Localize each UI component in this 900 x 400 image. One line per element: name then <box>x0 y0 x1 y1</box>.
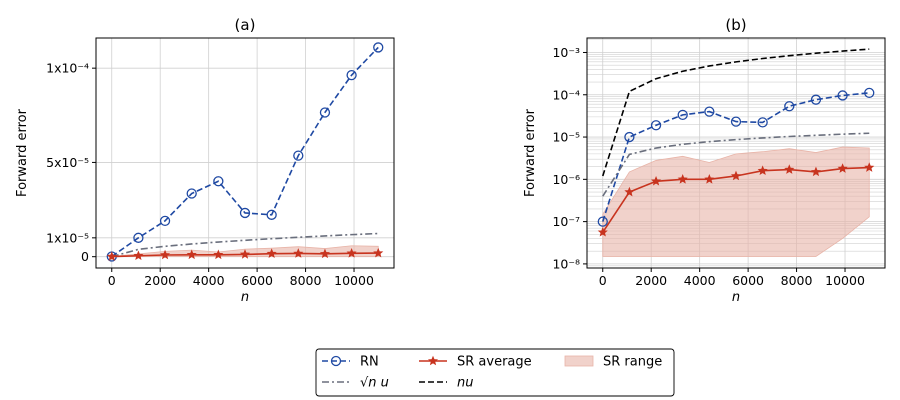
point-sr <box>597 226 608 237</box>
y-tick-label: 10⁻⁷ <box>552 214 580 229</box>
x-tick-label: 8000 <box>781 273 813 288</box>
point-sr <box>784 164 795 174</box>
y-axis-label: Forward error <box>15 108 30 197</box>
x-axis-label: n <box>732 290 740 305</box>
x-tick-label: 10000 <box>334 273 374 288</box>
x-tick-label: 2000 <box>635 273 667 288</box>
legend-marker <box>427 355 439 366</box>
point-rn <box>597 216 608 227</box>
y-axis-label: Forward error <box>523 108 538 197</box>
chart-panel-b: 0 2000 4000 6000 8000 10000 10⁻⁸ 10⁻⁷ 10⁻⁶ 10⁻⁵ 10… <box>523 16 886 305</box>
x-axis-label: n <box>241 290 249 305</box>
panel-title: (a) <box>235 16 256 34</box>
point-rn <box>837 90 848 101</box>
point-sr <box>293 248 304 258</box>
series-line-rn <box>602 92 870 222</box>
point-rn <box>319 107 331 118</box>
point-sr <box>133 250 144 261</box>
axes-frame <box>586 37 886 269</box>
x-tick-label: 0 <box>108 273 116 288</box>
series-line-rn <box>111 46 379 258</box>
y-tick-label: 10⁻³ <box>552 45 580 60</box>
point-rn <box>133 232 144 243</box>
y-tick-label: 1x10⁻⁵ <box>46 230 89 245</box>
legend-item-rn: RN <box>322 355 379 370</box>
legend-item-band: SR range <box>564 355 662 370</box>
point-rn <box>864 87 875 98</box>
point-rn <box>757 117 768 128</box>
point-sr <box>346 248 357 258</box>
point-rn <box>239 207 251 219</box>
point-rn <box>704 106 715 117</box>
point-rn <box>730 116 742 127</box>
point-sr <box>677 174 688 184</box>
point-rn <box>373 42 384 53</box>
y-tick-label: 10⁻⁶ <box>552 172 580 187</box>
point-rn <box>159 215 171 227</box>
chart-panel-a: 0 2000 4000 6000 8000 10000 0 1x10⁻⁵ 5x10⁻⁵ 1x10⁻… <box>15 16 395 305</box>
point-rn <box>624 131 635 143</box>
series-line-nu <box>602 48 870 177</box>
legend: RN √n u SR average nu SR range <box>315 348 675 397</box>
legend-label: SR average <box>457 355 532 370</box>
x-tick-label: 10000 <box>825 273 865 288</box>
y-tick-label: 5x10⁻⁵ <box>46 155 89 170</box>
point-rn <box>266 209 277 220</box>
legend-item-sr: SR average <box>419 355 532 370</box>
point-rn <box>650 120 662 131</box>
series-line-sqrt <box>111 232 379 258</box>
point-sr <box>651 175 662 186</box>
point-sr <box>704 174 715 184</box>
x-tick-label: 2000 <box>144 273 176 288</box>
point-rn <box>186 188 197 199</box>
legend-swatch <box>564 355 594 367</box>
legend-label: SR range <box>603 355 662 370</box>
point-sr <box>106 251 117 261</box>
point-sr <box>373 247 384 258</box>
legend-label: √n u <box>360 376 389 391</box>
point-sr <box>864 162 875 172</box>
point-rn <box>346 69 357 81</box>
plot-area-a <box>106 42 384 262</box>
point-rn <box>810 94 822 105</box>
x-tick-label: 8000 <box>290 273 322 288</box>
point-sr <box>160 249 171 260</box>
legend-label: RN <box>360 355 379 370</box>
x-tick-label: 6000 <box>732 273 764 288</box>
y-tick-label: 10⁻⁵ <box>552 130 580 145</box>
point-rn <box>293 150 304 161</box>
point-sr <box>186 249 197 260</box>
point-sr <box>266 248 277 258</box>
x-tick-label: 0 <box>599 273 607 288</box>
point-rn <box>677 109 688 120</box>
point-sr <box>213 249 224 260</box>
point-sr <box>730 170 742 181</box>
sr-range-band <box>602 146 870 257</box>
point-rn <box>213 176 224 187</box>
point-sr <box>624 186 635 197</box>
legend-marker <box>330 355 342 367</box>
x-tick-label: 6000 <box>241 273 273 288</box>
point-sr <box>810 166 821 177</box>
axes-frame <box>95 37 395 269</box>
legend-label: nu <box>457 376 473 391</box>
legend-item-sqrt: √n u <box>322 376 389 391</box>
point-sr <box>757 165 768 175</box>
point-sr <box>837 163 848 173</box>
legend-item-nu: nu <box>419 376 473 391</box>
panel-title: (b) <box>725 16 746 34</box>
y-tick-label: 10⁻⁴ <box>552 87 580 102</box>
x-tick-label: 4000 <box>684 273 716 288</box>
point-sr <box>239 249 251 259</box>
x-tick-label: 4000 <box>193 273 225 288</box>
y-tick-label: 0 <box>81 249 89 264</box>
y-tick-label: 10⁻⁸ <box>552 256 580 271</box>
series-line-sqrt <box>602 132 870 197</box>
grid-a <box>96 38 394 268</box>
point-rn <box>784 101 795 112</box>
plot-area-b <box>597 48 875 257</box>
point-sr <box>319 248 330 259</box>
y-tick-label: 1x10⁻⁴ <box>46 61 89 76</box>
